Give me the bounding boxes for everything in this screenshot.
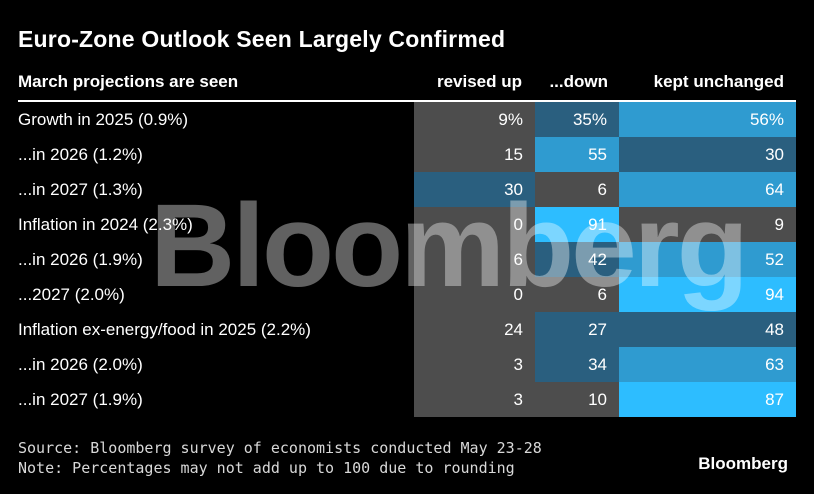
cell-value: 10	[588, 390, 607, 409]
row-label: ...2027 (2.0%)	[18, 285, 125, 304]
table-row: ...in 2026 (1.9%) 6 42 52	[0, 242, 814, 277]
row-label: Inflation in 2024 (2.3%)	[18, 215, 193, 234]
cell-revised-up: 15	[414, 137, 535, 172]
cell-kept-unchanged: 48	[619, 312, 796, 347]
cell-down: 55	[535, 137, 619, 172]
column-header-label: March projections are seen	[18, 72, 239, 91]
row-label: Growth in 2025 (0.9%)	[18, 110, 189, 129]
cell-value: 24	[504, 320, 523, 339]
cell-revised-up: 0	[414, 277, 535, 312]
cell-down: 91	[535, 207, 619, 242]
table-row: ...2027 (2.0%) 0 6 94	[0, 277, 814, 312]
cell-revised-up: 0	[414, 207, 535, 242]
cell-revised-up: 6	[414, 242, 535, 277]
cell-revised-up: 3	[414, 382, 535, 417]
table-row: ...in 2027 (1.3%) 30 6 64	[0, 172, 814, 207]
cell-value: 30	[765, 145, 784, 164]
column-header-down: ...down	[549, 72, 608, 91]
cell-kept-unchanged: 56%	[619, 102, 796, 137]
cell-down: 35%	[535, 102, 619, 137]
cell-down: 6	[535, 172, 619, 207]
cell-value: 87	[765, 390, 784, 409]
row-label: ...in 2026 (1.2%)	[18, 145, 143, 164]
cell-value: 30	[504, 180, 523, 199]
cell-kept-unchanged: 30	[619, 137, 796, 172]
row-label: ...in 2026 (1.9%)	[18, 250, 143, 269]
row-label: ...in 2026 (2.0%)	[18, 355, 143, 374]
cell-revised-up: 3	[414, 347, 535, 382]
column-header-revised-up: revised up	[436, 72, 522, 91]
cell-kept-unchanged: 9	[619, 207, 796, 242]
chart-title: Euro-Zone Outlook Seen Largely Confirmed	[18, 26, 506, 52]
row-label: ...in 2027 (1.3%)	[18, 180, 143, 199]
cell-value: 63	[765, 355, 784, 374]
header-rule	[18, 100, 796, 102]
cell-value: 6	[597, 285, 607, 304]
row-label: Inflation ex-energy/food in 2025 (2.2%)	[18, 320, 311, 339]
note-text: Note: Percentages may not add up to 100 …	[18, 459, 515, 477]
column-header-kept-unchanged: kept unchanged	[653, 72, 784, 91]
brand-logo: Bloomberg	[698, 454, 788, 473]
cell-value: 52	[765, 250, 784, 269]
cell-value: 56%	[749, 110, 784, 129]
table-row: Growth in 2025 (0.9%) 9% 35% 56%	[0, 102, 814, 137]
cell-value: 34	[588, 355, 607, 374]
cell-value: 35%	[572, 110, 607, 129]
cell-value: 3	[513, 355, 523, 374]
table-row: ...in 2027 (1.9%) 3 10 87	[0, 382, 814, 417]
table-row: Inflation in 2024 (2.3%) 0 91 9	[0, 207, 814, 242]
cell-value: 48	[765, 320, 784, 339]
table-row: ...in 2026 (2.0%) 3 34 63	[0, 347, 814, 382]
footnote: Source: Bloomberg survey of economists c…	[18, 438, 542, 478]
cell-value: 55	[588, 145, 607, 164]
cell-value: 0	[513, 215, 523, 234]
cell-kept-unchanged: 87	[619, 382, 796, 417]
cell-kept-unchanged: 63	[619, 347, 796, 382]
cell-revised-up: 24	[414, 312, 535, 347]
cell-value: 64	[765, 180, 784, 199]
cell-revised-up: 9%	[414, 102, 535, 137]
cell-down: 10	[535, 382, 619, 417]
row-label: ...in 2027 (1.9%)	[18, 390, 143, 409]
cell-down: 6	[535, 277, 619, 312]
table-row: ...in 2026 (1.2%) 15 55 30	[0, 137, 814, 172]
cell-down: 42	[535, 242, 619, 277]
cell-value: 42	[588, 250, 607, 269]
source-text: Source: Bloomberg survey of economists c…	[18, 439, 542, 457]
table-row: Inflation ex-energy/food in 2025 (2.2%) 2…	[0, 312, 814, 347]
cell-value: 91	[588, 215, 607, 234]
cell-value: 27	[588, 320, 607, 339]
cell-kept-unchanged: 94	[619, 277, 796, 312]
cell-down: 27	[535, 312, 619, 347]
cell-value: 94	[765, 285, 784, 304]
cell-kept-unchanged: 64	[619, 172, 796, 207]
cell-value: 9	[774, 215, 784, 234]
cell-value: 0	[513, 285, 523, 304]
cell-value: 3	[513, 390, 523, 409]
cell-value: 9%	[498, 110, 523, 129]
cell-value: 6	[513, 250, 523, 269]
cell-kept-unchanged: 52	[619, 242, 796, 277]
cell-value: 6	[597, 180, 607, 199]
cell-revised-up: 30	[414, 172, 535, 207]
cell-value: 15	[504, 145, 523, 164]
cell-down: 34	[535, 347, 619, 382]
